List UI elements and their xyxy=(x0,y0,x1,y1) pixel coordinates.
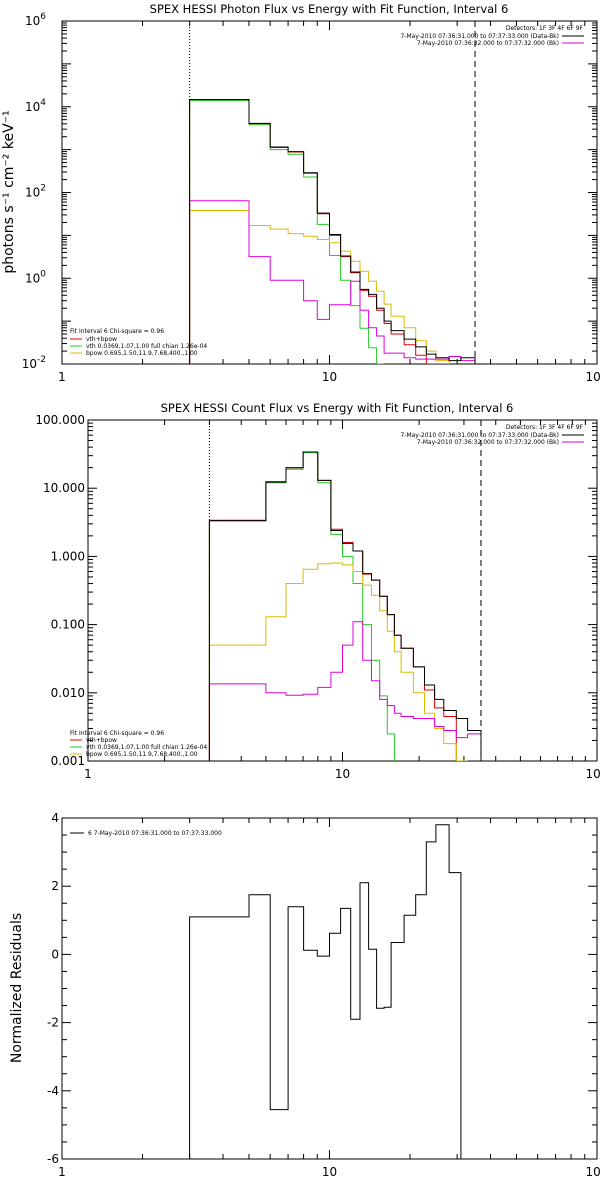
residuals-panel: Normalized Residuals 1 10 100 -6 -4 -2 0 2 4 6 7… xyxy=(9,811,600,1179)
series--bk- xyxy=(208,621,482,761)
legend-detectors: Detectors: 1F 3F 4F 6F 9F xyxy=(506,424,584,431)
residuals-legend: 6 7-May-2010 07:36:31.000 to 07:37:33.00… xyxy=(70,830,222,837)
y-tick-label: 0.100 xyxy=(51,618,85,632)
legend-detectors: Detectors: 1F 3F 4F 6F 9F xyxy=(506,25,584,32)
y-tick-label: 2 xyxy=(51,879,59,893)
legend-vth-label: vth 0.0369,1.07,1.00 full chian 1.26e-04 xyxy=(86,744,207,751)
count-flux-legend-left: Fit Interval 6 Chi-square = 0.96 vth+bpo… xyxy=(70,730,207,758)
photon-flux-legend-right: Detectors: 1F 3F 4F 6F 9F 7-May-2010 07:… xyxy=(400,25,584,47)
x-tick-label: 10 xyxy=(335,767,350,781)
residuals-axes: 1 10 100 -6 -4 -2 0 2 4 xyxy=(47,811,600,1179)
series--data-bk- xyxy=(189,99,476,364)
legend-fit-total-label: vth+bpow xyxy=(86,737,117,744)
count-flux-legend-right: Detectors: 1F 3F 4F 6F 9F 7-May-2010 07:… xyxy=(400,424,584,446)
photon-flux-y-axis-label: photons s⁻¹ cm⁻² keV⁻¹ xyxy=(1,110,17,273)
photon-flux-legend-left: Fit Interval 6 Chi-square = 0.96 vth+bpo… xyxy=(70,328,207,357)
series-bpow xyxy=(189,210,450,364)
y-tick-exponent: 0 xyxy=(40,269,46,279)
legend-bk-label: 7-May-2010 07:36:32.000 to 07:37:32.000 … xyxy=(417,40,559,47)
y-tick-label: -4 xyxy=(47,1084,59,1098)
legend-vth-label: vth 0.0369,1.07,1.00 full chian 1.26e-04 xyxy=(86,343,207,350)
photon-flux-curves xyxy=(189,99,476,364)
x-tick-label: 100 xyxy=(586,767,600,781)
y-tick-label: 0.001 xyxy=(51,754,85,768)
residuals-y-axis-label: Normalized Residuals xyxy=(9,913,25,1063)
count-flux-panel: SPEX HESSI Count Flux vs Energy with Fit… xyxy=(35,401,600,781)
series-vth xyxy=(189,100,385,364)
y-tick-label: 0.010 xyxy=(51,686,85,700)
x-tick-label: 1 xyxy=(84,767,92,781)
y-tick-label: 10.000 xyxy=(43,481,85,495)
y-tick-exponent: 4 xyxy=(40,98,46,108)
series--bk- xyxy=(189,200,476,364)
x-tick-label: 100 xyxy=(586,370,600,384)
legend-bpow-label: bpow 0.695,1.50,11.9,7.68,400.,1.00 xyxy=(86,751,198,758)
legend-fit-header: Fit Interval 6 Chi-square = 0.96 xyxy=(70,730,164,737)
count-flux-curves xyxy=(208,451,482,761)
y-tick-exponent: 6 xyxy=(40,12,46,22)
legend-residual-label: 6 7-May-2010 07:36:31.000 to 07:37:33.00… xyxy=(88,830,222,837)
y-tick-label: 0 xyxy=(51,947,59,961)
y-tick-label: 4 xyxy=(51,811,59,825)
legend-bk-label: 7-May-2010 07:36:32.000 to 07:37:32.000 … xyxy=(417,439,559,446)
series-bpow xyxy=(208,562,468,761)
legend-bpow-label: bpow 0.695,1.50,11.9,7.68,400.,1.00 xyxy=(86,350,198,357)
y-tick-label: 1.000 xyxy=(51,549,85,563)
legend-data-bk-label: 7-May-2010 07:36:31.000 to 07:37:33.000 … xyxy=(400,33,559,40)
series-residuals xyxy=(189,824,462,1159)
y-tick-label: 100.000 xyxy=(35,413,85,427)
legend-fit-header: Fit Interval 6 Chi-square = 0.96 xyxy=(70,328,164,335)
count-flux-axes: 1 10 100 0.001 0.010 0.100 1.000 10.000 100.000 xyxy=(35,413,600,781)
y-tick-exponent: 2 xyxy=(40,184,46,194)
series--data-bk- xyxy=(208,451,482,761)
y-tick-label: -2 xyxy=(47,1016,59,1030)
x-tick-label: 100 xyxy=(586,1165,600,1179)
x-tick-label: 10 xyxy=(322,370,337,384)
x-tick-label: 1 xyxy=(58,1165,66,1179)
residuals-curves xyxy=(189,824,462,1159)
x-tick-label: 1 xyxy=(58,370,66,384)
y-tick-exponent: -2 xyxy=(37,355,46,365)
y-tick-label: -6 xyxy=(47,1152,59,1166)
legend-fit-total-label: vth+bpow xyxy=(86,336,117,343)
legend-data-bk-label: 7-May-2010 07:36:31.000 to 07:37:33.000 … xyxy=(400,432,559,439)
x-tick-label: 10 xyxy=(322,1165,337,1179)
photon-flux-panel: SPEX HESSI Photon Flux vs Energy with Fi… xyxy=(1,2,600,384)
count-flux-title: SPEX HESSI Count Flux vs Energy with Fit… xyxy=(161,401,514,415)
photon-flux-title: SPEX HESSI Photon Flux vs Energy with Fi… xyxy=(150,2,509,16)
